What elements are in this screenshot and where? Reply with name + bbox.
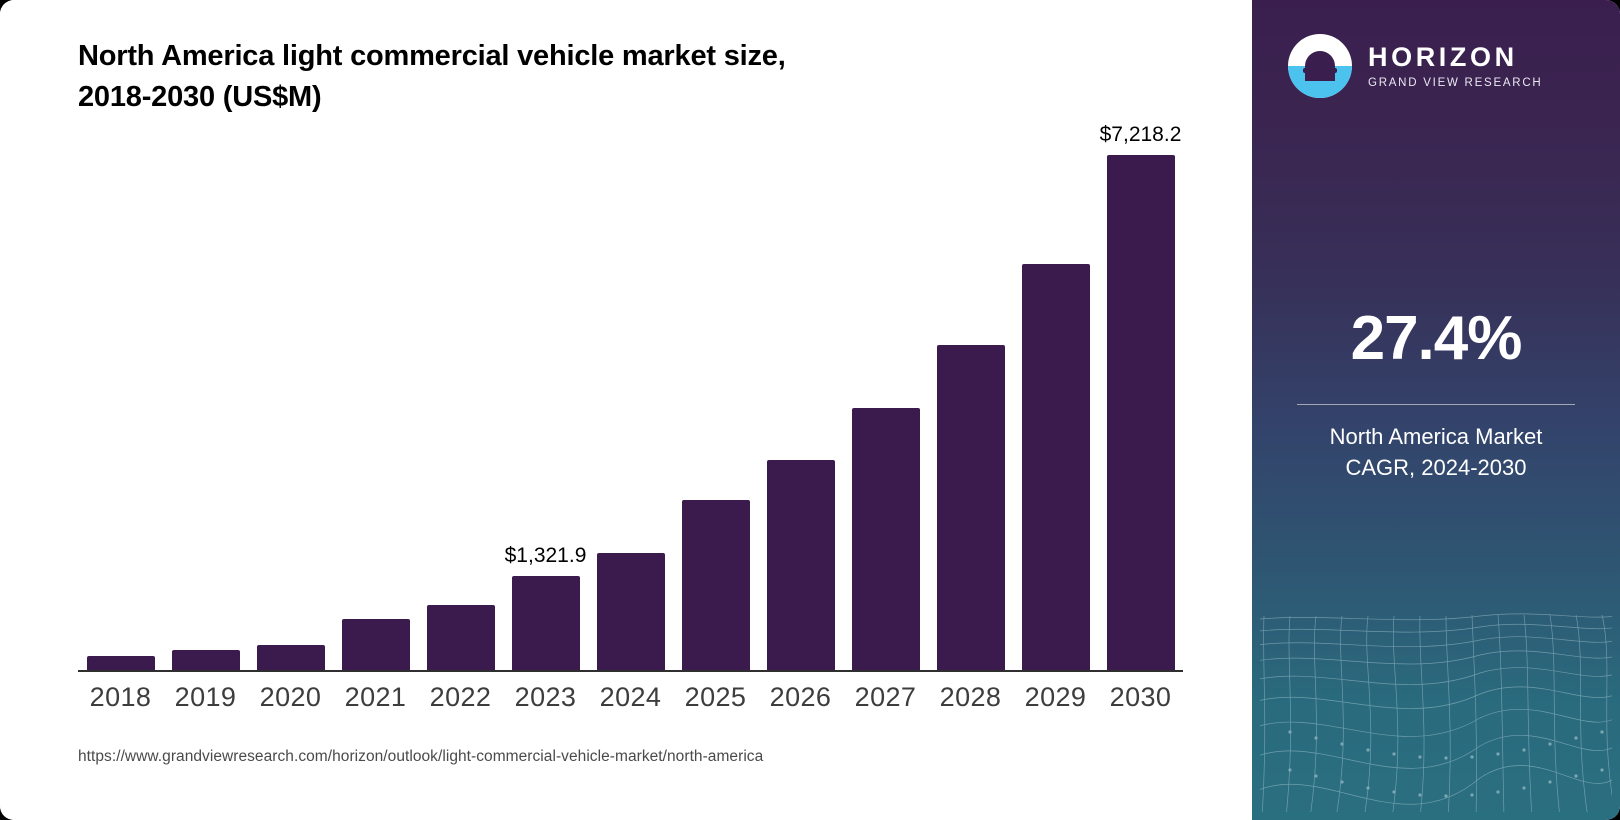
x-tick-2029: 2029	[1024, 682, 1087, 712]
bar-series: $1,321.9 $7,218.2	[78, 123, 1183, 670]
logo-dome-shape	[1305, 50, 1335, 81]
x-tick-2024: 2024	[599, 682, 662, 712]
bar-2018[interactable]	[86, 655, 155, 670]
logo-bar-bottom	[1309, 76, 1331, 82]
brand-name: HORIZON	[1368, 42, 1518, 73]
bar-slot	[333, 130, 418, 670]
source-url[interactable]: https://www.grandviewresearch.com/horizo…	[78, 748, 764, 765]
x-tick-2018: 2018	[89, 682, 152, 712]
bar-2030[interactable]	[1106, 155, 1175, 670]
bar-slot	[588, 130, 673, 670]
bar-2022[interactable]	[426, 605, 495, 670]
brand-logo: HORIZON GRAND VIEW RESEARCH	[1288, 34, 1542, 98]
page-title: North America light commercial vehicle m…	[78, 36, 1078, 118]
bar-2028[interactable]	[936, 345, 1005, 670]
x-tick-2021: 2021	[344, 682, 407, 712]
brand-logo-text: HORIZON GRAND VIEW RESEARCH	[1368, 42, 1543, 89]
x-tick-2020: 2020	[259, 682, 322, 712]
bar-2027[interactable]	[851, 408, 920, 670]
bar-slot	[928, 130, 1013, 670]
chart-title-line-2: 2018-2030 (US$M)	[78, 81, 322, 114]
bar-slot	[843, 130, 928, 670]
bar-2023[interactable]	[511, 575, 580, 670]
x-tick-2025: 2025	[684, 682, 747, 712]
bar-2021[interactable]	[341, 619, 410, 670]
cagr-stat-block: 27.4% North America Market CAGR, 2024-20…	[1260, 308, 1612, 483]
cagr-value: 27.4%	[1350, 304, 1523, 373]
x-axis-line	[78, 670, 1183, 672]
bar-2029[interactable]	[1021, 264, 1090, 670]
stat-divider	[1297, 404, 1575, 405]
horizon-sun-icon	[1288, 34, 1352, 98]
cagr-caption-line-2: CAGR, 2024-2030	[1345, 455, 1527, 481]
chart-panel: North America light commercial vehicle m…	[78, 36, 1183, 765]
bar-slot: $7,218.2	[1098, 123, 1183, 670]
bar-slot	[673, 130, 758, 670]
bar-2026[interactable]	[766, 459, 835, 670]
x-tick-2028: 2028	[939, 682, 1002, 712]
bar-slot	[163, 130, 248, 670]
bar-slot: $1,321.9	[503, 130, 588, 670]
chart-title-line-1: North America light commercial vehicle m…	[78, 40, 786, 72]
side-panel: HORIZON GRAND VIEW RESEARCH 27.4% North …	[1252, 0, 1620, 820]
logo-bar-top	[1303, 67, 1337, 73]
side-panel-inner: HORIZON GRAND VIEW RESEARCH 27.4% North …	[1260, 8, 1612, 812]
bar-2019[interactable]	[171, 649, 240, 670]
x-tick-2026: 2026	[769, 682, 832, 712]
plot-area: $1,321.9 $7,218.2	[78, 123, 1183, 670]
x-axis-tick-labels: 2018 2019 2020 2021 2022 2023 2024 2025 2026 2027…	[78, 682, 1183, 713]
x-tick-2027: 2027	[854, 682, 917, 712]
bar-2020[interactable]	[256, 644, 325, 670]
bar-slot	[248, 130, 333, 670]
bar-slot	[758, 130, 843, 670]
x-tick-2023: 2023	[514, 682, 577, 712]
x-tick-2022: 2022	[429, 682, 492, 712]
bar-2024[interactable]	[596, 553, 665, 670]
bar-2025[interactable]	[681, 500, 750, 670]
brand-tagline: GRAND VIEW RESEARCH	[1368, 76, 1543, 89]
bar-slot	[78, 130, 163, 670]
bar-value-label: $1,321.9	[504, 543, 587, 567]
cagr-caption: North America Market CAGR, 2024-2030	[1260, 421, 1612, 483]
x-tick-2030: 2030	[1109, 682, 1172, 712]
decorative-mesh-grid	[1260, 613, 1612, 812]
bar-slot	[418, 130, 503, 670]
bar-slot	[1013, 130, 1098, 670]
bar-value-label: $7,218.2	[1099, 123, 1182, 146]
cagr-caption-line-1: North America Market	[1329, 424, 1543, 449]
x-tick-2019: 2019	[174, 682, 237, 712]
